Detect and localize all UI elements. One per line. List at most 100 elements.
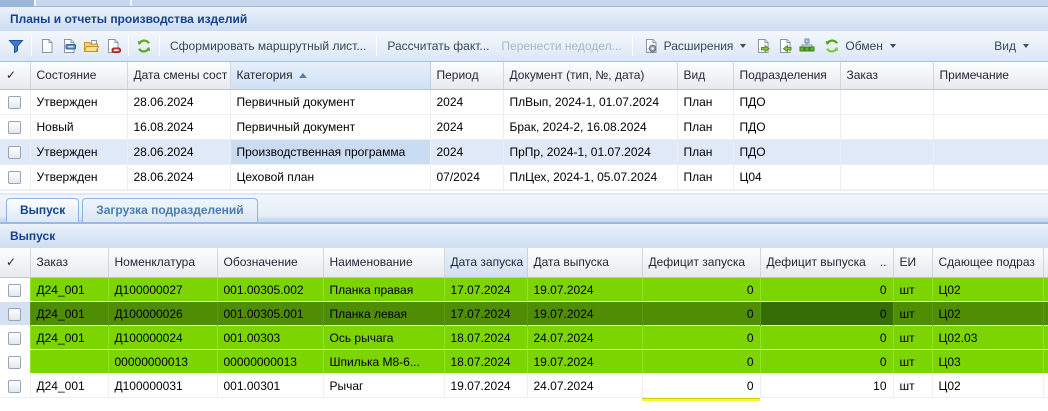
grid-cell[interactable]: 0 [760,325,894,350]
grid-cell[interactable]: шт [893,373,933,398]
row-checkbox[interactable] [8,379,22,393]
row-checkbox[interactable] [8,283,22,297]
column-header-delivering-department[interactable]: Сдающее подраз [932,247,1044,278]
column-header-launch-deficit[interactable]: Дефицит запуска [642,247,761,278]
row-checkbox[interactable] [8,170,22,184]
grid-cell[interactable]: Новый [30,114,128,140]
edit-document-button[interactable] [58,36,80,56]
grid-cell[interactable]: Утвержден [30,89,128,115]
grid-cell[interactable]: 19.07.2024 [527,277,643,302]
grid-cell[interactable] [933,114,1048,140]
column-header-launch-date[interactable]: Дата запуска [444,247,528,278]
grid-cell[interactable]: 001.00303 [217,325,324,350]
grid-cell[interactable]: 28.06.2024 [127,164,231,190]
column-header-document[interactable]: Документ (тип, №, дата) [503,62,678,90]
grid-cell[interactable]: 18.07.2024 [444,325,528,350]
make-route-sheet-button[interactable]: Сформировать маршрутный лист... [170,39,367,53]
extensions-button[interactable]: Расширения [637,35,753,57]
grid-cell[interactable]: 18.07.2024 [444,349,528,374]
grid-cell[interactable]: 0 [642,373,761,398]
grid-cell[interactable] [840,89,934,115]
grid-cell[interactable]: шт [893,301,933,326]
new-document-button[interactable] [36,36,58,56]
refresh-button[interactable] [133,36,155,56]
grid-cell[interactable]: 24.07.2024 [527,373,643,398]
grid-cell[interactable]: 07/2024 [430,164,504,190]
grid-cell[interactable]: Д24_001 [30,373,109,398]
grid-cell[interactable]: ПрПр, 2024-1, 01.07.2024 [503,139,678,165]
column-header-release-deficit[interactable]: Дефицит выпуска.. [760,247,894,278]
tab-zagruzka-podrazdeleniy[interactable]: Загрузка подразделений [82,197,258,222]
grid-cell[interactable]: Ось рычага [323,325,445,350]
grid-cell[interactable]: Ц02 [932,277,1044,302]
grid-cell[interactable]: Д100000026 [108,301,218,326]
open-folder-button[interactable] [80,36,102,56]
grid-cell[interactable]: Первичный документ [230,114,431,140]
grid-cell[interactable]: Планка левая [323,301,445,326]
grid-cell[interactable] [840,114,934,140]
column-header-kind[interactable]: Вид [677,62,734,90]
tab-vypusk[interactable]: Выпуск [6,197,80,222]
grid-cell[interactable]: 19.07.2024 [527,349,643,374]
filter-button[interactable] [5,36,27,56]
grid-cell[interactable]: ПлЦех, 2024-1, 05.07.2024 [503,164,678,190]
grid-cell[interactable]: Первичный документ [230,89,431,115]
column-header-unit[interactable]: ЕИ [893,247,933,278]
grid-cell[interactable]: 001.00301 [217,373,324,398]
column-header-state[interactable]: Состояние [30,62,128,90]
grid-cell[interactable] [30,349,109,374]
grid-cell[interactable]: Планка правая [323,277,445,302]
grid-cell[interactable]: Ц02 [932,373,1044,398]
hierarchy-button[interactable] [796,36,818,56]
delete-document-button[interactable] [102,36,124,56]
row-checkbox[interactable] [8,307,22,321]
grid-cell[interactable] [933,89,1048,115]
grid-cell[interactable]: 17.07.2024 [444,277,528,302]
grid-cell[interactable]: Рычаг [323,373,445,398]
row-checkbox[interactable] [8,95,22,109]
grid-cell[interactable]: ПлВып, 2024-1, 01.07.2024 [503,89,678,115]
grid-cell-focused[interactable]: Производственная программа [230,139,431,165]
column-header-order[interactable]: Заказ [30,247,109,278]
column-header-order[interactable]: Заказ [840,62,934,90]
column-header-period[interactable]: Период [430,62,504,90]
grid-cell[interactable]: ПДО [733,89,841,115]
row-checkbox[interactable] [8,331,22,345]
grid-cell[interactable]: 19.07.2024 [527,301,643,326]
grid-cell[interactable]: Ц02.03 [932,325,1044,350]
grid-cell[interactable]: 001.00305.002 [217,277,324,302]
column-header-note[interactable]: Примечание [933,62,1048,90]
grid-cell[interactable]: Шпилька М8-6... [323,349,445,374]
grid-cell[interactable]: 24.07.2024 [527,325,643,350]
grid-cell[interactable]: 00000000013 [217,349,324,374]
grid-cell[interactable] [840,139,934,165]
grid-cell[interactable]: План [677,139,734,165]
grid-cell-focused[interactable]: 0 [760,301,894,326]
grid-cell[interactable]: Д100000024 [108,325,218,350]
grid-cell[interactable] [933,139,1048,165]
select-all-header[interactable]: ✓ [0,62,31,90]
column-header-name[interactable]: Наименование [323,247,445,278]
grid-cell[interactable]: 2024 [430,89,504,115]
grid-cell[interactable]: 10 [760,373,894,398]
column-header-release-date[interactable]: Дата выпуска [527,247,643,278]
grid-cell[interactable]: Утвержден [30,164,128,190]
grid-cell[interactable]: 16.08.2024 [127,114,231,140]
grid-cell[interactable]: План [677,164,734,190]
row-checkbox[interactable] [8,120,22,134]
grid-cell[interactable]: Ц04 [733,164,841,190]
column-header-departments[interactable]: Подразделения [733,62,841,90]
import-document-button[interactable] [774,36,796,56]
view-button[interactable]: Вид [988,36,1035,56]
grid-cell[interactable]: 0 [642,325,761,350]
row-checkbox[interactable] [8,355,22,369]
grid-cell[interactable]: ПДО [733,139,841,165]
grid-cell[interactable]: 28.06.2024 [127,139,231,165]
grid-cell[interactable]: шт [893,277,933,302]
grid-cell[interactable]: Д24_001 [30,301,109,326]
grid-cell[interactable]: 001.00305.001 [217,301,324,326]
grid-cell[interactable] [840,164,934,190]
grid-cell[interactable]: 19.07.2024 [444,373,528,398]
column-header-state-change-date[interactable]: Дата смены сост [127,62,231,90]
column-header-nomenclature[interactable]: Номенклатура [108,247,218,278]
